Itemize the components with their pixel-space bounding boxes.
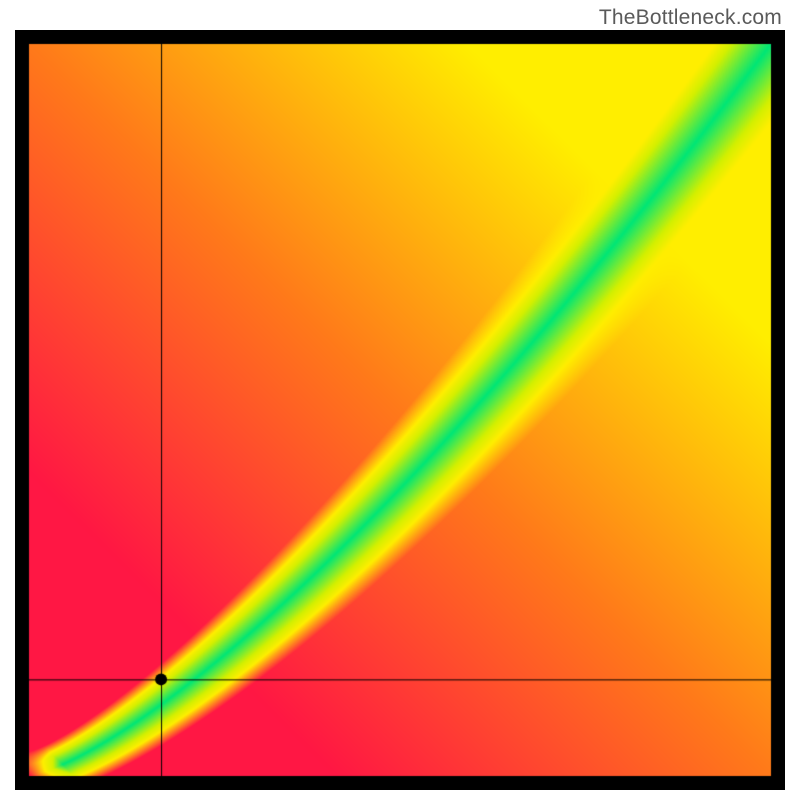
- watermark-text: TheBottleneck.com: [599, 6, 782, 30]
- chart-container: TheBottleneck.com: [0, 0, 800, 800]
- bottleneck-heatmap: [15, 30, 785, 790]
